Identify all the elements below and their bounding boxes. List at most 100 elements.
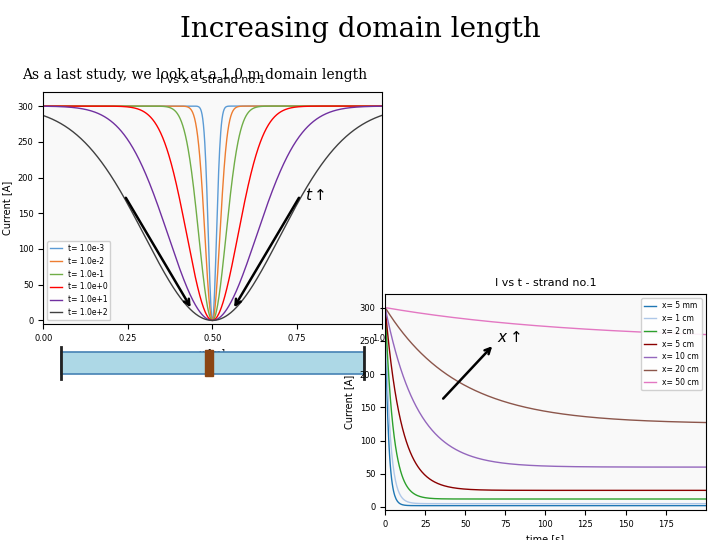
- t= 1.0e-3: [39, 103, 48, 109]
- t= 1.0e-2: [271, 103, 280, 109]
- t= 1.0e+1: [73, 105, 82, 111]
- t= 1.0e-2: [377, 103, 386, 109]
- t= 1.0e+0: [309, 103, 318, 110]
- x= 50 cm: [572, 325, 580, 332]
- Line: x= 1 cm: x= 1 cm: [385, 308, 706, 504]
- t= 1.0e+1: [309, 118, 318, 125]
- t= 1.0e-1: [188, 173, 197, 180]
- t= 1.0e+0: [188, 259, 197, 266]
- x= 5 cm: [693, 487, 702, 494]
- x= 5 cm: [533, 487, 541, 494]
- Legend: t= 1.0e-3, t= 1.0e-2, t= 1.0e-1, t= 1.0e+0, t= 1.0e+1, t= 1.0e+2: t= 1.0e-3, t= 1.0e-2, t= 1.0e-1, t= 1.0e…: [47, 241, 110, 320]
- x= 5 mm: [381, 305, 390, 311]
- Line: t= 1.0e+2: t= 1.0e+2: [43, 116, 382, 320]
- Line: x= 50 cm: x= 50 cm: [385, 308, 706, 335]
- x= 50 cm: [644, 329, 652, 335]
- x= 50 cm: [533, 322, 541, 329]
- t= 1.0e+2: [303, 183, 312, 190]
- t= 1.0e+0: [208, 317, 217, 323]
- x= 5 mm: [701, 502, 710, 509]
- t= 1.0e+0: [39, 103, 48, 109]
- x= 2 cm: [533, 496, 541, 502]
- t= 1.0e-1: [377, 103, 386, 109]
- X-axis label: x [m]: x [m]: [199, 348, 225, 358]
- x= 20 cm: [693, 419, 702, 426]
- x= 50 cm: [381, 305, 390, 311]
- x= 1 cm: [694, 501, 703, 507]
- Legend: x= 5 mm, x= 1 cm, x= 2 cm, x= 5 cm, x= 10 cm, x= 20 cm, x= 50 cm: x= 5 mm, x= 1 cm, x= 2 cm, x= 5 cm, x= 1…: [642, 298, 702, 390]
- x= 1 cm: [554, 501, 563, 507]
- x= 10 cm: [693, 464, 702, 470]
- t= 1.0e+1: [377, 103, 386, 110]
- t= 1.0e+1: [208, 317, 217, 323]
- FancyBboxPatch shape: [60, 352, 364, 374]
- t= 1.0e+2: [309, 173, 318, 179]
- x= 10 cm: [381, 305, 390, 311]
- x= 5 cm: [554, 487, 563, 494]
- X-axis label: time [s]: time [s]: [526, 535, 564, 540]
- x= 1 cm: [572, 501, 580, 507]
- t= 1.0e+1: [188, 296, 197, 302]
- x= 2 cm: [554, 496, 563, 502]
- t= 1.0e+2: [176, 294, 184, 301]
- x= 20 cm: [554, 410, 563, 417]
- t= 1.0e+2: [208, 317, 217, 323]
- t= 1.0e-2: [39, 103, 48, 109]
- Text: Increasing domain length: Increasing domain length: [180, 16, 540, 43]
- x= 5 mm: [515, 502, 523, 509]
- Line: x= 5 cm: x= 5 cm: [385, 308, 706, 490]
- x= 2 cm: [696, 496, 704, 502]
- t= 1.0e+2: [271, 241, 280, 247]
- x= 1 cm: [644, 501, 653, 507]
- x= 10 cm: [554, 463, 563, 470]
- x= 5 mm: [536, 502, 544, 509]
- t= 1.0e+2: [377, 112, 386, 119]
- x= 5 mm: [555, 502, 564, 509]
- t= 1.0e+1: [176, 266, 184, 273]
- x= 5 cm: [644, 487, 652, 494]
- x= 5 mm: [534, 502, 542, 509]
- t= 1.0e-3: [188, 103, 197, 109]
- x= 20 cm: [535, 407, 544, 414]
- x= 5 cm: [701, 487, 710, 494]
- x= 20 cm: [381, 305, 390, 311]
- t= 1.0e-1: [176, 115, 184, 122]
- Text: $t\uparrow$: $t\uparrow$: [305, 187, 326, 204]
- x= 5 cm: [381, 305, 390, 311]
- x= 5 mm: [572, 502, 581, 509]
- x= 20 cm: [701, 419, 710, 426]
- Line: x= 10 cm: x= 10 cm: [385, 308, 706, 467]
- Line: t= 1.0e+1: t= 1.0e+1: [43, 106, 382, 320]
- t= 1.0e+2: [39, 112, 48, 119]
- t= 1.0e-3: [208, 317, 217, 323]
- x= 10 cm: [701, 464, 710, 470]
- t= 1.0e+1: [271, 178, 280, 185]
- t= 1.0e-1: [271, 103, 280, 109]
- Line: x= 5 mm: x= 5 mm: [385, 308, 706, 505]
- Title: I vs t - strand no.1: I vs t - strand no.1: [495, 278, 596, 288]
- Title: I vs x – strand no.1: I vs x – strand no.1: [160, 76, 265, 85]
- x= 20 cm: [644, 417, 652, 424]
- t= 1.0e+0: [271, 112, 280, 119]
- x= 5 mm: [694, 502, 703, 509]
- Text: As a last study, we look at a 1.0 m domain length: As a last study, we look at a 1.0 m doma…: [22, 68, 366, 82]
- Y-axis label: Current [A]: Current [A]: [344, 375, 354, 429]
- t= 1.0e-1: [39, 103, 48, 109]
- t= 1.0e-1: [309, 103, 318, 109]
- Y-axis label: Current [A]: Current [A]: [2, 181, 12, 235]
- x= 20 cm: [572, 413, 580, 419]
- t= 1.0e-3: [176, 103, 184, 109]
- t= 1.0e-3: [309, 103, 318, 109]
- t= 1.0e-3: [303, 103, 312, 109]
- x= 1 cm: [381, 305, 390, 311]
- t= 1.0e-2: [309, 103, 318, 109]
- t= 1.0e-2: [208, 317, 217, 323]
- Line: t= 1.0e+0: t= 1.0e+0: [43, 106, 382, 320]
- x= 2 cm: [381, 305, 390, 311]
- t= 1.0e-2: [73, 103, 82, 109]
- t= 1.0e+0: [176, 198, 184, 205]
- Line: x= 2 cm: x= 2 cm: [385, 308, 706, 499]
- x= 50 cm: [535, 323, 544, 329]
- Line: t= 1.0e-3: t= 1.0e-3: [43, 106, 382, 320]
- x= 50 cm: [554, 324, 563, 330]
